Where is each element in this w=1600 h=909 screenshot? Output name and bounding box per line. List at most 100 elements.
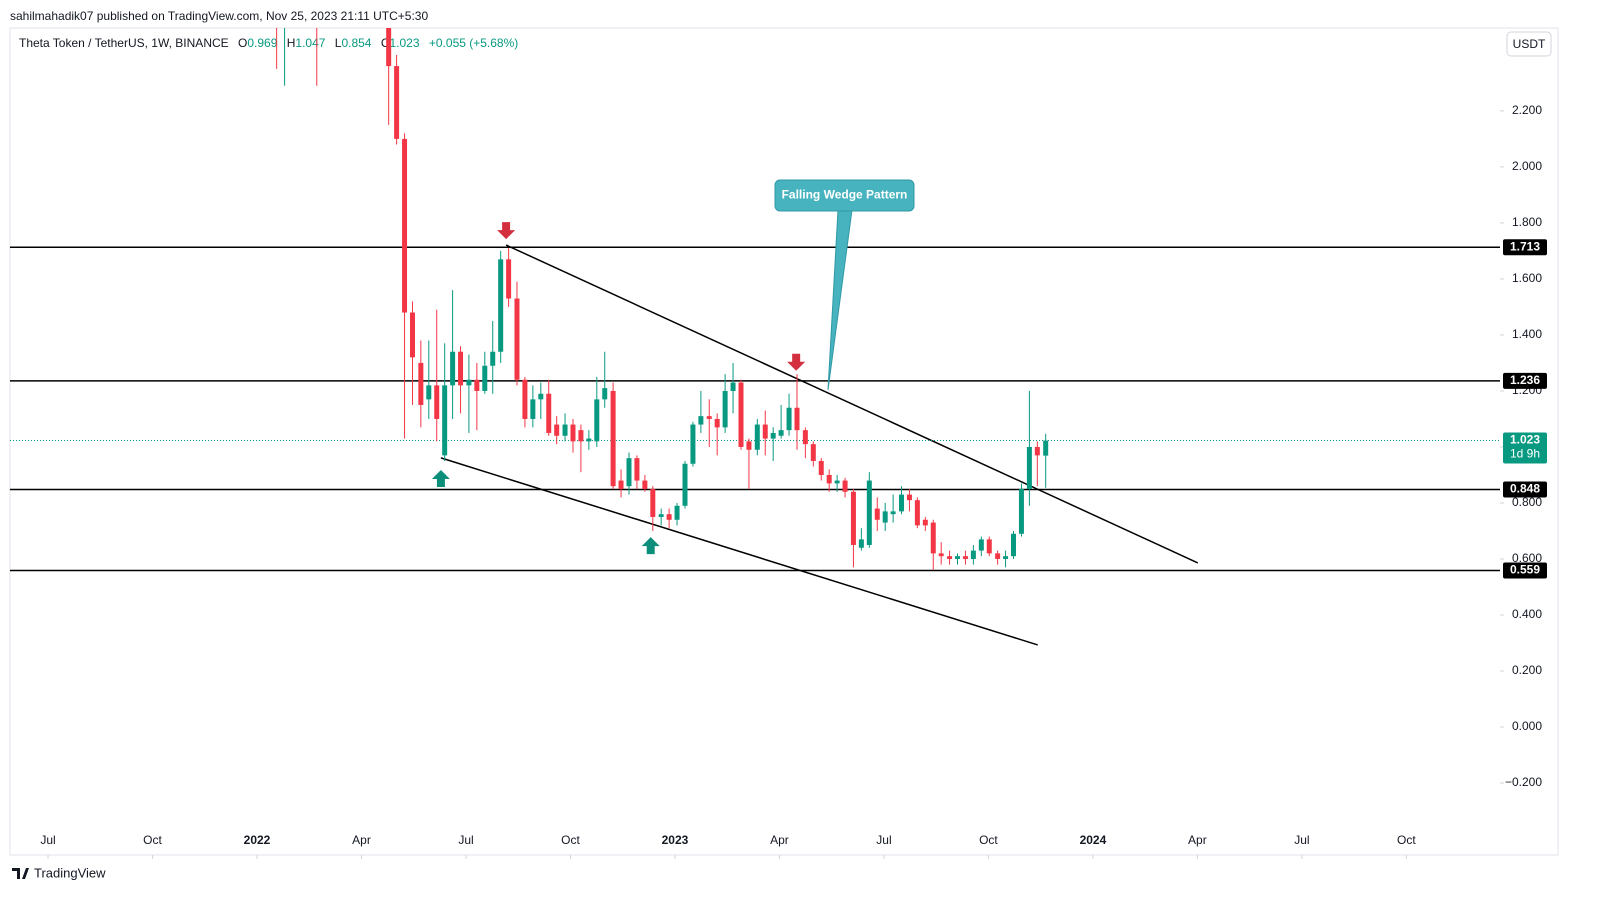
y-tick-label: 0.800 bbox=[1512, 495, 1542, 509]
candle-body bbox=[1026, 446, 1032, 489]
candle-body bbox=[826, 474, 832, 484]
y-tick-label: 0.400 bbox=[1512, 607, 1542, 621]
level-tag bbox=[1503, 481, 1547, 498]
y-tick-label: 2.200 bbox=[1512, 103, 1542, 117]
candle-body bbox=[962, 556, 968, 559]
ohlc-letter: H bbox=[286, 36, 296, 50]
currency-button[interactable] bbox=[1506, 31, 1552, 57]
candle-body bbox=[794, 407, 800, 431]
x-tick-label: Jul bbox=[876, 833, 891, 847]
level-tag bbox=[1503, 562, 1547, 579]
x-tick-label: 2024 bbox=[1080, 833, 1107, 847]
candle-body bbox=[1011, 533, 1017, 557]
y-tick-label: 2.000 bbox=[1512, 159, 1542, 173]
brand-logo bbox=[12, 868, 29, 879]
candle-body bbox=[506, 259, 512, 299]
y-tick-label: 0.200 bbox=[1512, 663, 1542, 677]
candle-body bbox=[402, 138, 408, 313]
candle-body bbox=[1034, 446, 1040, 456]
candle-body bbox=[698, 416, 704, 425]
candle-body bbox=[778, 430, 784, 436]
candle-body bbox=[746, 441, 752, 450]
candle-body bbox=[882, 511, 888, 523]
candle-body bbox=[978, 539, 984, 551]
candle-body bbox=[490, 351, 496, 366]
x-tick-label: Apr bbox=[1188, 833, 1207, 847]
candle-body bbox=[914, 500, 920, 526]
x-tick-label: Apr bbox=[352, 833, 371, 847]
publisher-line: sahilmahadik07 published on TradingView.… bbox=[10, 9, 429, 23]
candle-body bbox=[498, 259, 504, 352]
candle-body bbox=[690, 424, 696, 464]
level-tag-label: 0.848 bbox=[1510, 482, 1540, 496]
x-tick-label: Oct bbox=[143, 833, 162, 847]
candle-body bbox=[666, 514, 672, 520]
level-tag bbox=[1503, 372, 1547, 389]
candle-body bbox=[754, 424, 760, 450]
change: +0.055 (+5.68%) bbox=[428, 36, 519, 50]
y-tick-label: 0.600 bbox=[1512, 551, 1542, 565]
callout-tail bbox=[827, 209, 853, 391]
chart-frame bbox=[9, 27, 1559, 856]
x-tick-label: Oct bbox=[561, 833, 580, 847]
candle-body bbox=[810, 444, 816, 461]
candle-body bbox=[514, 298, 520, 380]
candle-body bbox=[954, 556, 960, 559]
candle-body bbox=[674, 505, 680, 520]
y-tick-label: −0.200 bbox=[1505, 775, 1542, 789]
y-tick-label: 1.600 bbox=[1512, 271, 1542, 285]
candle-body bbox=[522, 379, 528, 419]
candle-body bbox=[634, 458, 640, 481]
candle-body bbox=[874, 508, 880, 520]
candle-body bbox=[762, 424, 768, 439]
candle-body bbox=[482, 365, 488, 391]
candle-body bbox=[578, 430, 584, 442]
candle-body bbox=[930, 522, 936, 554]
level-tag-label: 0.559 bbox=[1510, 563, 1540, 577]
down-arrow bbox=[787, 353, 806, 371]
candle-body bbox=[409, 312, 415, 358]
candle-body bbox=[938, 553, 944, 557]
candle-body bbox=[466, 379, 472, 386]
currency-label: USDT bbox=[1513, 37, 1546, 51]
candle-body bbox=[538, 393, 544, 400]
x-tick-label: 2023 bbox=[662, 833, 689, 847]
plot-area bbox=[10, 28, 1500, 646]
candle-body bbox=[858, 539, 864, 548]
x-tick-label: Jul bbox=[40, 833, 55, 847]
candle-body bbox=[834, 480, 840, 484]
candle-body bbox=[898, 494, 904, 512]
candle-body bbox=[474, 379, 480, 391]
candle-body bbox=[458, 351, 464, 386]
callout-text: Falling Wedge Pattern bbox=[782, 188, 908, 202]
candle-body bbox=[386, 28, 392, 67]
candle-body bbox=[450, 351, 456, 386]
candle-body bbox=[626, 458, 632, 487]
candle-body bbox=[602, 388, 608, 400]
candle-body bbox=[658, 514, 664, 517]
candle-body bbox=[610, 390, 616, 487]
candle-body bbox=[970, 550, 976, 559]
candle-body bbox=[890, 511, 896, 515]
y-tick-label: 1.400 bbox=[1512, 327, 1542, 341]
candle-body bbox=[850, 491, 856, 545]
ohlc-letter: L bbox=[334, 36, 342, 50]
candle-body bbox=[650, 488, 656, 517]
candle-body bbox=[842, 480, 848, 492]
price-tag-label: 1.023 bbox=[1510, 433, 1540, 447]
ohlc-value: 1.023 bbox=[389, 36, 420, 50]
candle-body bbox=[642, 480, 648, 489]
candle-body bbox=[995, 553, 1001, 559]
candle-body bbox=[530, 399, 536, 419]
ohlc-value: 0.969 bbox=[247, 36, 278, 50]
candle-body bbox=[802, 430, 808, 445]
y-tick-label: 1.800 bbox=[1512, 215, 1542, 229]
candle-body bbox=[434, 385, 440, 419]
candle-body bbox=[618, 480, 624, 489]
candle-body bbox=[594, 399, 600, 442]
candle-body bbox=[1018, 488, 1024, 534]
y-tick-label: 0.000 bbox=[1512, 719, 1542, 733]
level-tag-label: 1.713 bbox=[1510, 239, 1540, 253]
